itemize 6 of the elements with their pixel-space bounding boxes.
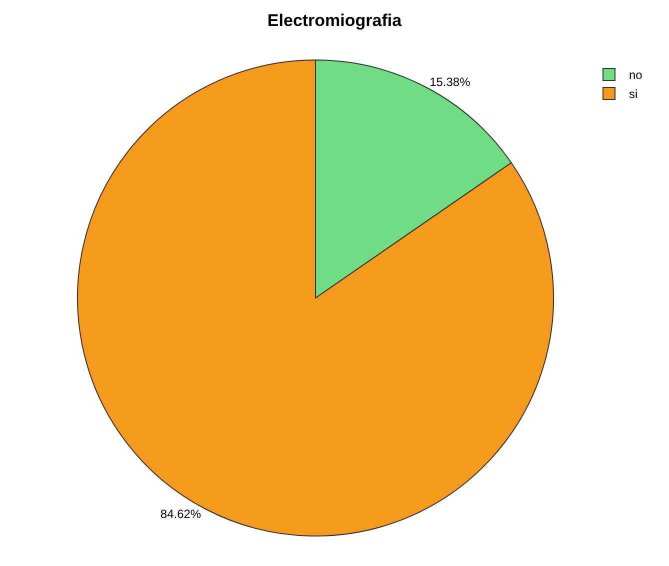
chart-title: Electromiografia xyxy=(267,11,402,30)
pie-slice xyxy=(77,60,554,536)
legend-label: si xyxy=(629,87,638,102)
legend-label: no xyxy=(629,68,643,82)
data-label: 84.62% xyxy=(160,507,202,522)
data-label: 15.38% xyxy=(430,74,471,89)
